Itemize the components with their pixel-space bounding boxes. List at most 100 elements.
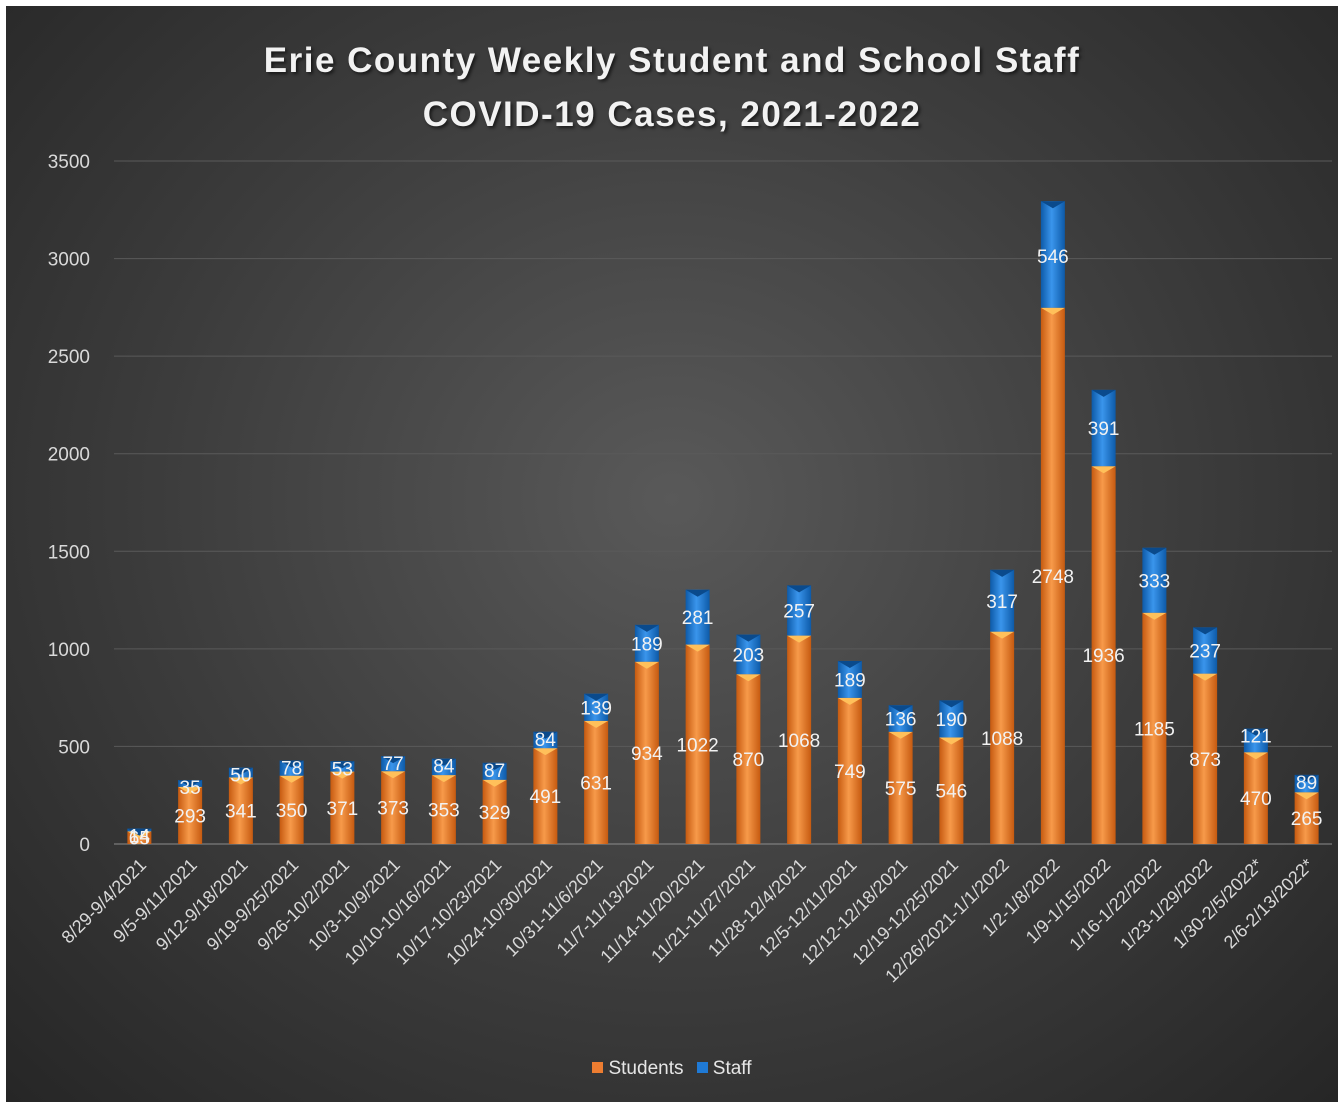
bar-students-cap — [787, 635, 812, 643]
data-label-students: 934 — [631, 744, 663, 765]
data-label-staff: 136 — [885, 710, 917, 731]
bar-staff-cap — [431, 758, 456, 766]
data-label-staff: 78 — [281, 758, 302, 779]
data-label-students: 631 — [580, 773, 612, 794]
data-label-students: 293 — [174, 806, 206, 827]
data-label-staff: 84 — [535, 730, 557, 751]
bar-staff — [787, 585, 812, 636]
bar-staff-cap — [787, 585, 812, 593]
bar-students-cap — [584, 720, 609, 728]
data-label-staff: 237 — [1189, 642, 1221, 663]
bar-staff — [279, 760, 304, 776]
bar-students-cap — [1294, 792, 1319, 800]
legend-item-students: Students — [592, 1058, 683, 1080]
bar-students — [228, 777, 253, 844]
data-label-staff: 77 — [383, 754, 404, 775]
x-tick-label: 9/26-10/2/2021 — [253, 855, 353, 955]
y-tick-label: 3500 — [48, 152, 90, 173]
legend-swatch-students — [592, 1062, 604, 1074]
data-label-staff: 317 — [986, 592, 1018, 613]
bar-students — [1040, 307, 1065, 844]
bar-staff-cap — [1243, 728, 1268, 736]
x-axis-ticks: 8/29-9/4/20219/5-9/11/20219/12-9/18/2021… — [58, 855, 1318, 987]
bar-staff — [533, 731, 558, 749]
data-label-staff: 257 — [783, 602, 815, 623]
bar-students-cap — [533, 748, 558, 756]
bar-staff — [685, 589, 710, 645]
chart-title: Erie County Weekly Student and School St… — [6, 34, 1338, 142]
y-tick-label: 3000 — [48, 250, 90, 271]
data-label-staff: 87 — [484, 761, 505, 782]
data-label-staff: 189 — [834, 670, 866, 691]
x-tick-label: 10/3-10/9/2021 — [304, 855, 404, 955]
data-label-students: 1022 — [676, 735, 718, 756]
bar-staff-cap — [1040, 201, 1065, 209]
bar-students — [381, 771, 406, 844]
legend-swatch-staff — [696, 1062, 708, 1074]
bar-students — [533, 748, 558, 844]
x-tick-label: 9/12-9/18/2021 — [152, 855, 252, 955]
bar-staff — [482, 762, 507, 780]
data-label-staff: 546 — [1037, 247, 1069, 268]
bar-students — [837, 697, 862, 844]
data-label-students: 749 — [834, 762, 866, 783]
bar-staff-cap — [634, 624, 659, 632]
bar-students-cap — [228, 777, 253, 785]
bar-staff-cap — [1193, 627, 1218, 635]
bar-staff-cap — [228, 767, 253, 775]
bar-students-cap — [178, 786, 203, 794]
data-label-students: 546 — [936, 782, 968, 803]
bar-staff — [990, 569, 1015, 632]
data-label-staff: 84 — [433, 757, 455, 778]
bar-students — [178, 786, 203, 844]
bar-students-cap — [431, 775, 456, 783]
bar-staff-cap — [330, 761, 355, 769]
data-label-staff: 190 — [936, 710, 968, 731]
data-label-staff: 203 — [733, 645, 765, 666]
bar-students-cap — [381, 771, 406, 779]
y-tick-label: 2500 — [48, 347, 90, 368]
bar-staff-cap — [584, 693, 609, 701]
data-label-staff: 281 — [682, 608, 714, 629]
bar-staff — [1294, 774, 1319, 793]
bar-staff — [431, 758, 456, 776]
chart-area: Erie County Weekly Student and School St… — [6, 6, 1338, 1102]
data-label-staff: 189 — [631, 634, 663, 655]
bar-staff-cap — [1142, 547, 1167, 555]
bar-students-cap — [482, 779, 507, 787]
bar-students-cap — [1040, 307, 1065, 315]
bar-staff-cap — [837, 660, 862, 668]
data-label-students: 350 — [276, 801, 308, 822]
bar-staff-cap — [533, 731, 558, 739]
y-tick-label: 500 — [58, 737, 90, 758]
bar-staff-cap — [685, 589, 710, 597]
data-label-students: 353 — [428, 801, 460, 822]
data-label-students: 1185 — [1134, 719, 1175, 740]
data-label-students: 329 — [479, 803, 511, 824]
bar-staff — [1040, 201, 1065, 308]
bar-students-cap — [1142, 612, 1167, 620]
bar-students — [1193, 673, 1218, 844]
x-tick-label: 9/19-9/25/2021 — [203, 855, 303, 955]
bar-staff-cap — [990, 569, 1015, 577]
bar-students-cap — [837, 697, 862, 705]
data-label-staff: 53 — [332, 759, 353, 780]
data-label-staff: 391 — [1088, 419, 1120, 440]
x-tick-label: 1/23-1/29/2022 — [1116, 855, 1216, 955]
bar-students — [888, 731, 913, 844]
chart-title-line-1: Erie County Weekly Student and School St… — [263, 41, 1081, 80]
y-tick-label: 1000 — [48, 640, 90, 661]
bar-staff — [1243, 728, 1268, 753]
data-label-students: 371 — [327, 799, 359, 820]
bar-students-cap — [736, 674, 761, 682]
x-tick-label: 1/16-1/22/2022 — [1065, 855, 1165, 955]
bar-staff-cap — [888, 705, 913, 713]
data-label-staff: 89 — [1296, 773, 1317, 794]
bar-students-cap — [685, 644, 710, 652]
bar-students — [736, 674, 761, 844]
bar-students — [1294, 792, 1319, 844]
bar-students — [584, 720, 609, 844]
data-label-staff: 14 — [129, 827, 151, 848]
